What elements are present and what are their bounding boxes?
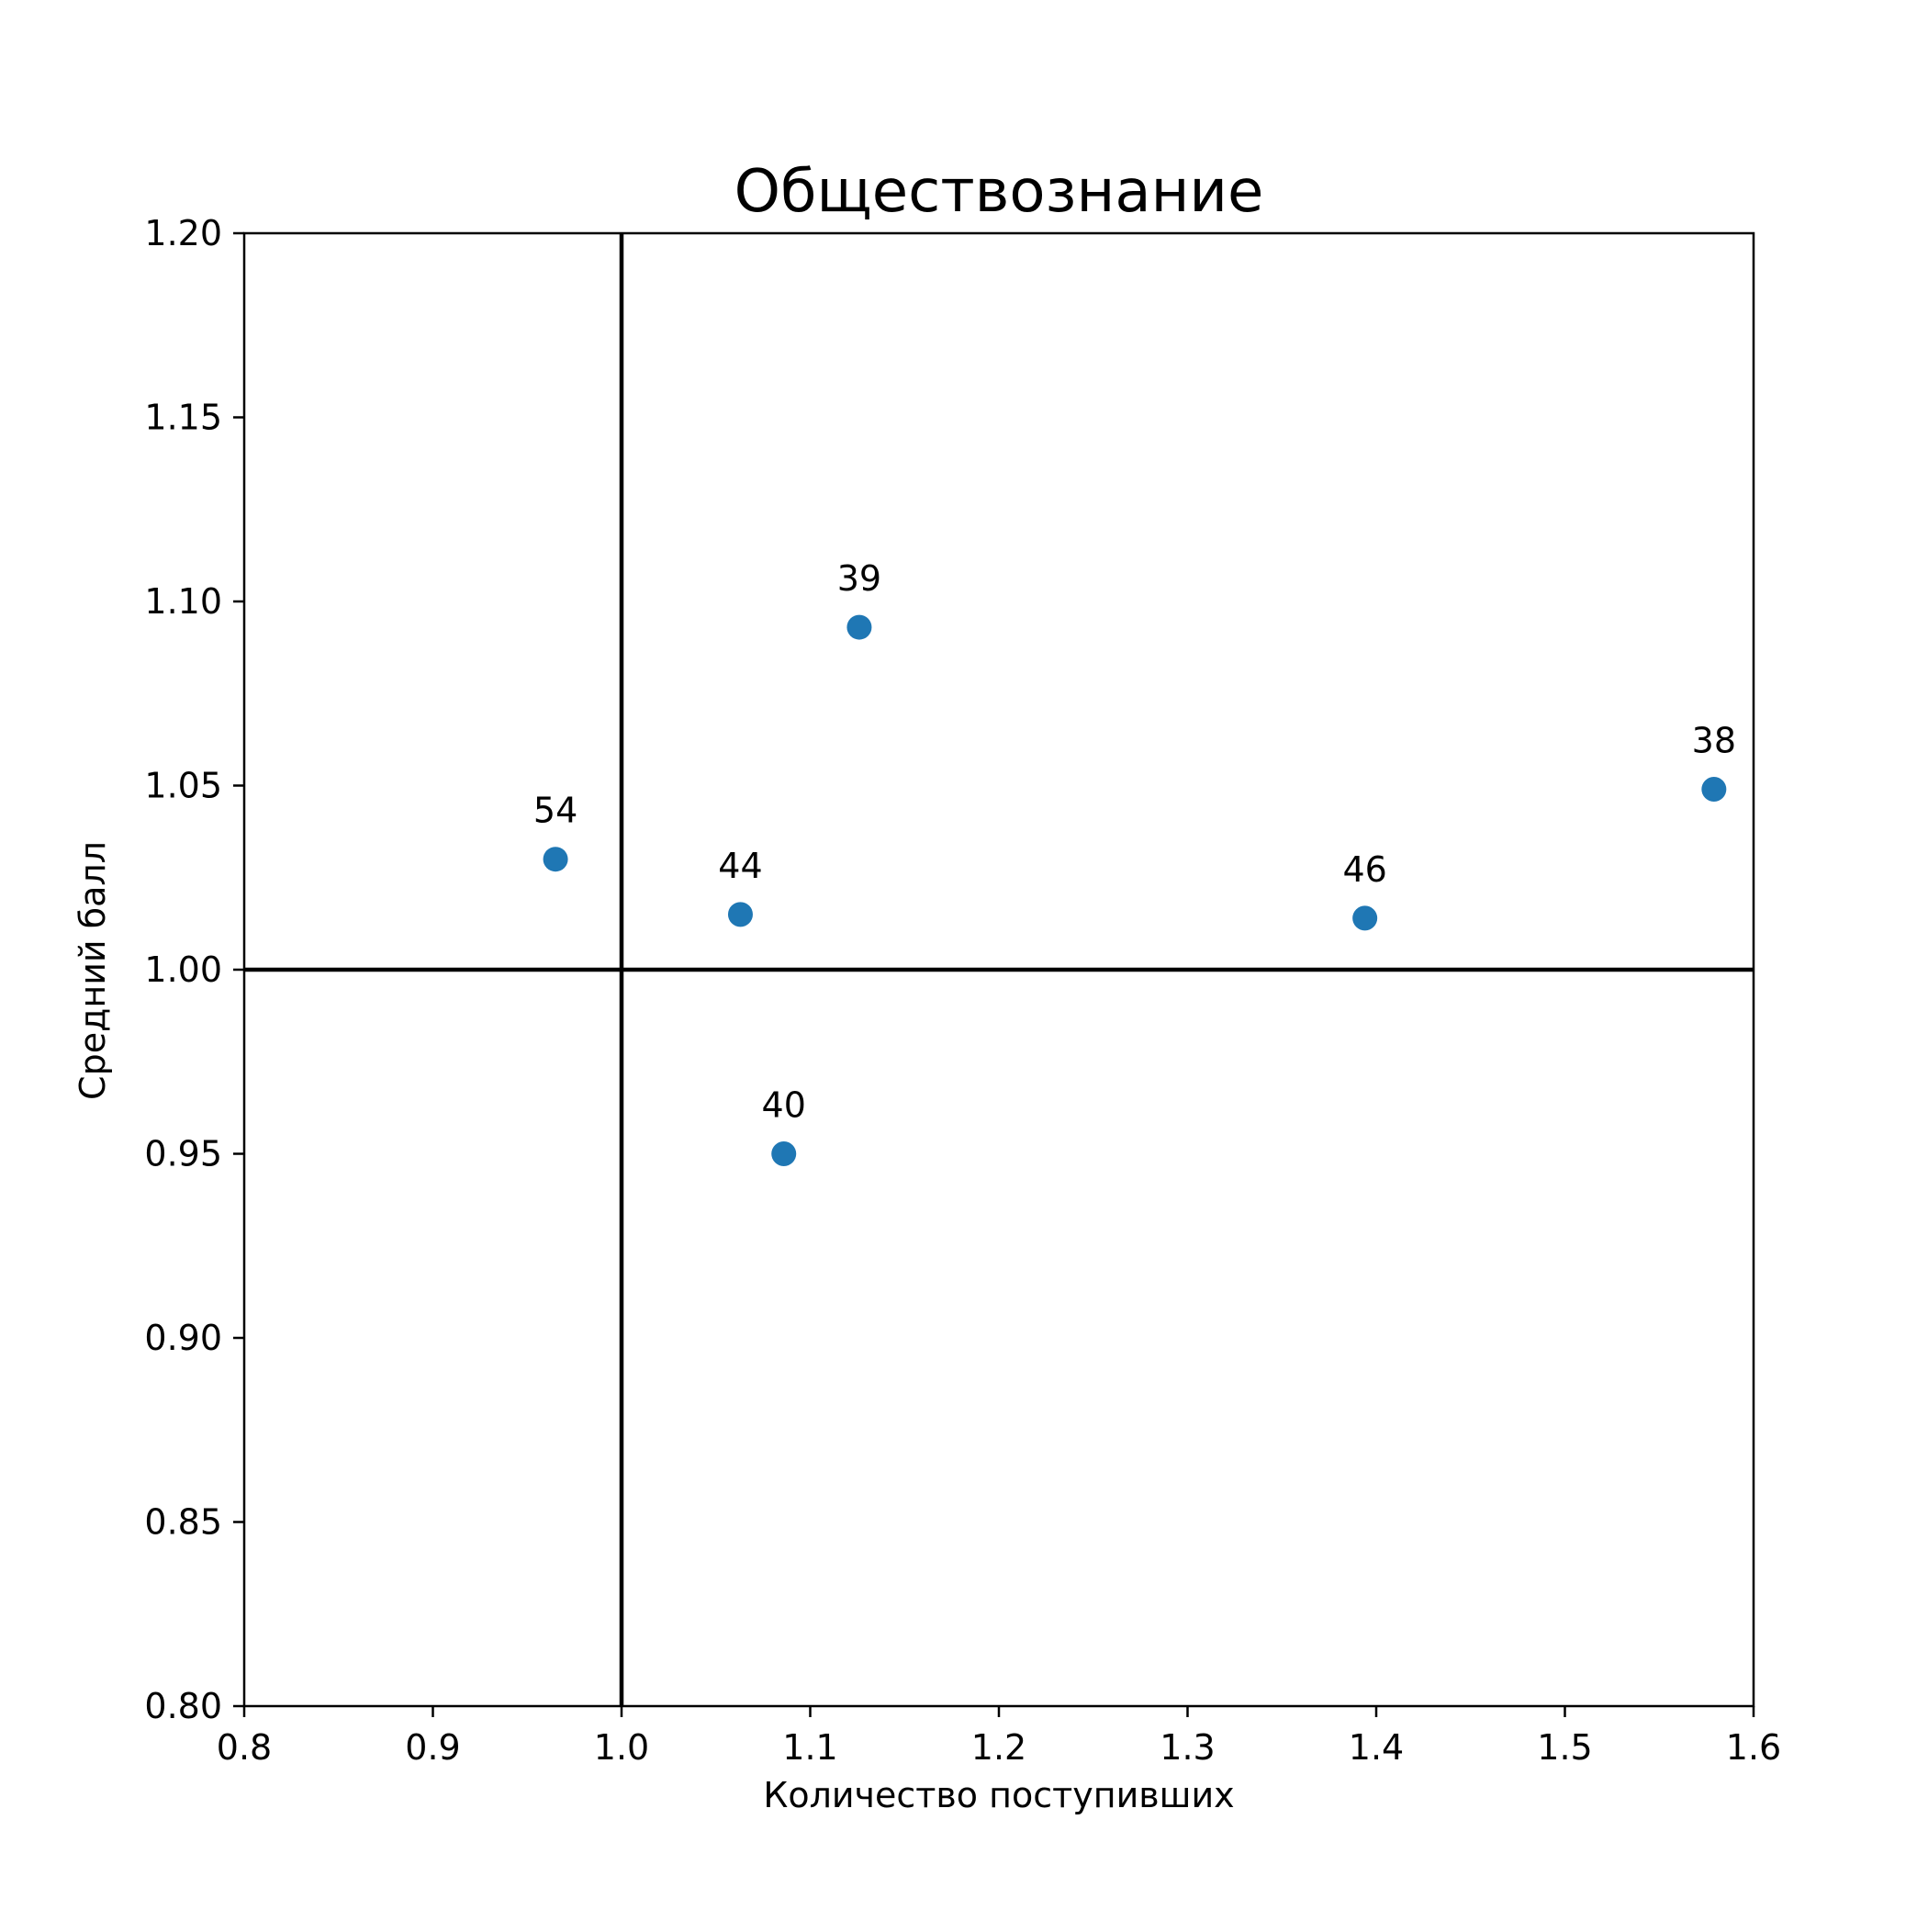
data-point-label: 38 [1692, 721, 1736, 761]
x-tick-label: 1.4 [1349, 1727, 1404, 1768]
y-tick-label: 1.10 [144, 581, 222, 622]
chart-title: Обществознание [734, 158, 1264, 226]
x-tick-label: 1.5 [1537, 1727, 1592, 1768]
data-point-label: 46 [1342, 849, 1386, 890]
y-tick-label: 0.85 [144, 1502, 222, 1543]
y-tick-label: 1.20 [144, 213, 222, 253]
data-point [771, 1141, 797, 1166]
data-point-label: 44 [718, 846, 762, 886]
data-point [1352, 905, 1378, 931]
y-tick-label: 1.15 [144, 398, 222, 438]
x-tick-label: 1.2 [971, 1727, 1026, 1768]
x-tick-label: 0.9 [405, 1727, 460, 1768]
data-point-label: 54 [533, 791, 577, 831]
y-tick-label: 1.05 [144, 766, 222, 806]
y-tick-label: 0.95 [144, 1134, 222, 1174]
data-point-label: 39 [837, 558, 881, 599]
data-point [727, 902, 753, 927]
y-tick-label: 1.00 [144, 949, 222, 990]
x-tick-label: 1.0 [594, 1727, 649, 1768]
y-tick-label: 0.90 [144, 1318, 222, 1358]
plot-area: 0.8 0.9 1.0 1.1 1.2 1.3 1.4 1.5 1.6 0.80 0.85 0.90 0… [144, 213, 1781, 1768]
x-axis-label: Количество поступивших [763, 1775, 1234, 1815]
data-point [1701, 777, 1727, 803]
x-tick-label: 0.8 [217, 1727, 272, 1768]
y-tick-label: 0.80 [144, 1686, 222, 1726]
data-point-label: 40 [762, 1085, 806, 1126]
x-tick-label: 1.1 [782, 1727, 837, 1768]
x-tick-label: 1.6 [1726, 1727, 1781, 1768]
data-point [543, 847, 568, 872]
y-axis-label: Средний балл [73, 841, 113, 1100]
x-tick-label: 1.3 [1160, 1727, 1215, 1768]
plot-frame [242, 231, 1755, 1708]
data-point [846, 614, 872, 640]
